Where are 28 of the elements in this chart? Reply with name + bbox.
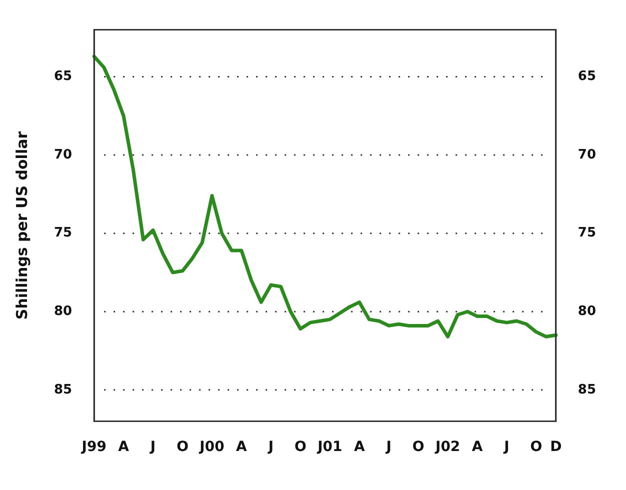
x-tick-label: A [472, 439, 483, 456]
x-tick-label: J00 [198, 439, 225, 456]
x-tick-label: O [176, 439, 189, 456]
y2-tick-label: 65 [578, 69, 596, 84]
x-tick-label: J02 [434, 439, 460, 456]
x-tick-label: J [385, 439, 392, 456]
x-tick-label: J [267, 439, 274, 456]
x-tick-label: J99 [80, 439, 106, 456]
y2-tick-label: 85 [578, 382, 596, 398]
y-tick-label: 65 [54, 69, 72, 84]
x-tick-label: D [550, 439, 562, 456]
x-tick-label: A [236, 439, 248, 456]
x-tick-label: J [149, 439, 156, 456]
x-tick-label: A [118, 439, 130, 456]
y2-tick-label: 75 [578, 226, 596, 241]
y-tick-label: 80 [54, 304, 72, 319]
y2-tick-label: 80 [578, 304, 596, 319]
x-tick-label: O [530, 439, 542, 456]
x-tick-label: J01 [316, 439, 342, 456]
x-tick-label: O [412, 439, 424, 456]
y2-tick-label: 70 [578, 147, 596, 162]
x-tick-label: J [503, 439, 510, 456]
y-axis-title: Shillings per US dollar [12, 130, 31, 320]
y-tick-label: 85 [54, 382, 72, 398]
y-tick-label: 75 [54, 226, 72, 241]
x-tick-label: O [294, 439, 306, 456]
x-tick-label: A [354, 439, 365, 456]
y-tick-label: 70 [54, 147, 72, 162]
